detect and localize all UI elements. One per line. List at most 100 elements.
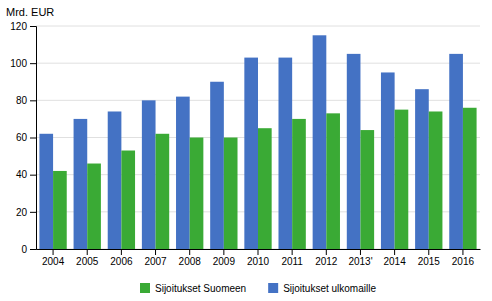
bar bbox=[395, 110, 409, 249]
legend-swatch bbox=[140, 283, 150, 293]
x-tick: 2004 bbox=[42, 249, 65, 267]
bar bbox=[326, 113, 340, 249]
x-tick-label: 2014 bbox=[383, 256, 406, 267]
bar bbox=[53, 171, 67, 249]
legend-label: Sijoitukset ulkomaille bbox=[283, 283, 376, 294]
bar-series bbox=[53, 108, 477, 249]
bar bbox=[381, 72, 395, 249]
y-tick-mark bbox=[30, 100, 36, 101]
bar bbox=[258, 128, 272, 249]
y-axis: 0 20 40 60 80 100 120 bbox=[10, 21, 36, 255]
x-tick: 2006 bbox=[110, 249, 133, 267]
bar bbox=[292, 119, 306, 249]
y-tick: 0 bbox=[21, 244, 36, 255]
legend-item: Sijoitukset Suomeen bbox=[140, 283, 246, 294]
y-tick-mark bbox=[30, 212, 36, 213]
x-tick-mark bbox=[292, 249, 293, 255]
y-tick-label: 40 bbox=[16, 169, 28, 180]
legend-swatch bbox=[268, 283, 278, 293]
x-tick-label: 2005 bbox=[76, 256, 99, 267]
x-tick-label: 2009 bbox=[213, 256, 236, 267]
bar bbox=[121, 151, 135, 249]
x-tick-mark bbox=[189, 249, 190, 255]
bar bbox=[313, 35, 327, 249]
bar bbox=[142, 100, 156, 249]
x-tick-mark bbox=[121, 249, 122, 255]
bar bbox=[224, 138, 238, 250]
y-label: Mrd. EUR bbox=[6, 6, 54, 18]
y-tick-mark bbox=[30, 175, 36, 176]
y-tick-mark bbox=[30, 138, 36, 139]
x-tick-mark bbox=[258, 249, 259, 255]
y-tick-mark bbox=[30, 63, 36, 64]
x-tick: 2011 bbox=[281, 249, 303, 267]
bar bbox=[244, 58, 258, 249]
bar bbox=[74, 119, 88, 249]
x-tick-mark bbox=[326, 249, 327, 255]
x-tick-mark bbox=[223, 249, 224, 255]
bars bbox=[39, 35, 476, 249]
x-tick: 2012 bbox=[315, 249, 338, 267]
y-tick-mark bbox=[30, 26, 36, 27]
x-tick: 2014 bbox=[383, 249, 406, 267]
x-tick: 2010 bbox=[247, 249, 270, 267]
x-tick-label: 2016 bbox=[452, 256, 475, 267]
x-tick-label: 2011 bbox=[281, 256, 303, 267]
bar bbox=[449, 54, 463, 249]
x-tick-label: 2007 bbox=[144, 256, 167, 267]
y-tick-label: 60 bbox=[16, 132, 28, 143]
bar bbox=[190, 138, 204, 250]
bar bbox=[415, 89, 429, 249]
y-tick-label: 80 bbox=[16, 95, 28, 106]
y-tick: 100 bbox=[10, 58, 36, 69]
legend-label: Sijoitukset Suomeen bbox=[155, 283, 246, 294]
chart: 0204060801001202004200520062007200820092… bbox=[0, 0, 492, 301]
bar bbox=[39, 134, 53, 249]
x-tick-mark bbox=[53, 249, 54, 255]
grid-line bbox=[36, 26, 480, 27]
bar bbox=[108, 111, 122, 249]
x-tick-label: 2012 bbox=[315, 256, 338, 267]
x-tick-mark bbox=[462, 249, 463, 255]
x-tick-mark bbox=[394, 249, 395, 255]
legend-item: Sijoitukset ulkomaille bbox=[268, 283, 376, 294]
x-axis: 2004 2005 2006 2007 2008 2009 2010 2011 2012 2013… bbox=[37, 249, 481, 267]
x-tick-mark bbox=[428, 249, 429, 255]
y-tick: 40 bbox=[16, 169, 36, 180]
grid bbox=[36, 26, 480, 249]
x-tick-label: 2008 bbox=[179, 256, 202, 267]
x-tick-mark bbox=[360, 249, 361, 255]
x-tick: 2013' bbox=[348, 249, 372, 267]
bar bbox=[210, 82, 224, 249]
x-tick-mark bbox=[155, 249, 156, 255]
y-tick-label: 100 bbox=[10, 58, 27, 69]
bar bbox=[176, 97, 190, 249]
y-tick: 20 bbox=[16, 207, 36, 218]
x-tick-label: 2013' bbox=[348, 256, 372, 267]
legend: Sijoitukset Suomeen Sijoitukset ulkomaill… bbox=[140, 283, 376, 294]
x-tick: 2005 bbox=[76, 249, 99, 267]
y-tick-label: 0 bbox=[21, 244, 27, 255]
y-tick-mark bbox=[30, 249, 36, 250]
y-tick-label: 20 bbox=[16, 207, 28, 218]
y-axis-line bbox=[30, 27, 37, 250]
x-tick-label: 2010 bbox=[247, 256, 270, 267]
y-tick: 120 bbox=[10, 21, 36, 32]
x-tick: 2016 bbox=[452, 249, 475, 267]
bar bbox=[429, 111, 443, 249]
bar bbox=[347, 54, 361, 249]
bar bbox=[463, 108, 477, 249]
x-tick: 2007 bbox=[144, 249, 167, 267]
bar bbox=[87, 164, 101, 249]
bar bbox=[360, 130, 374, 249]
bar-series bbox=[39, 35, 463, 249]
y-tick-label: 120 bbox=[10, 21, 27, 32]
x-tick: 2015 bbox=[418, 249, 441, 267]
x-tick: 2008 bbox=[179, 249, 202, 267]
plot: 0204060801001202004200520062007200820092… bbox=[10, 21, 480, 267]
y-tick: 80 bbox=[16, 95, 36, 106]
x-tick-label: 2004 bbox=[42, 256, 65, 267]
bar bbox=[156, 134, 170, 249]
x-tick: 2009 bbox=[213, 249, 236, 267]
x-tick-label: 2006 bbox=[110, 256, 133, 267]
